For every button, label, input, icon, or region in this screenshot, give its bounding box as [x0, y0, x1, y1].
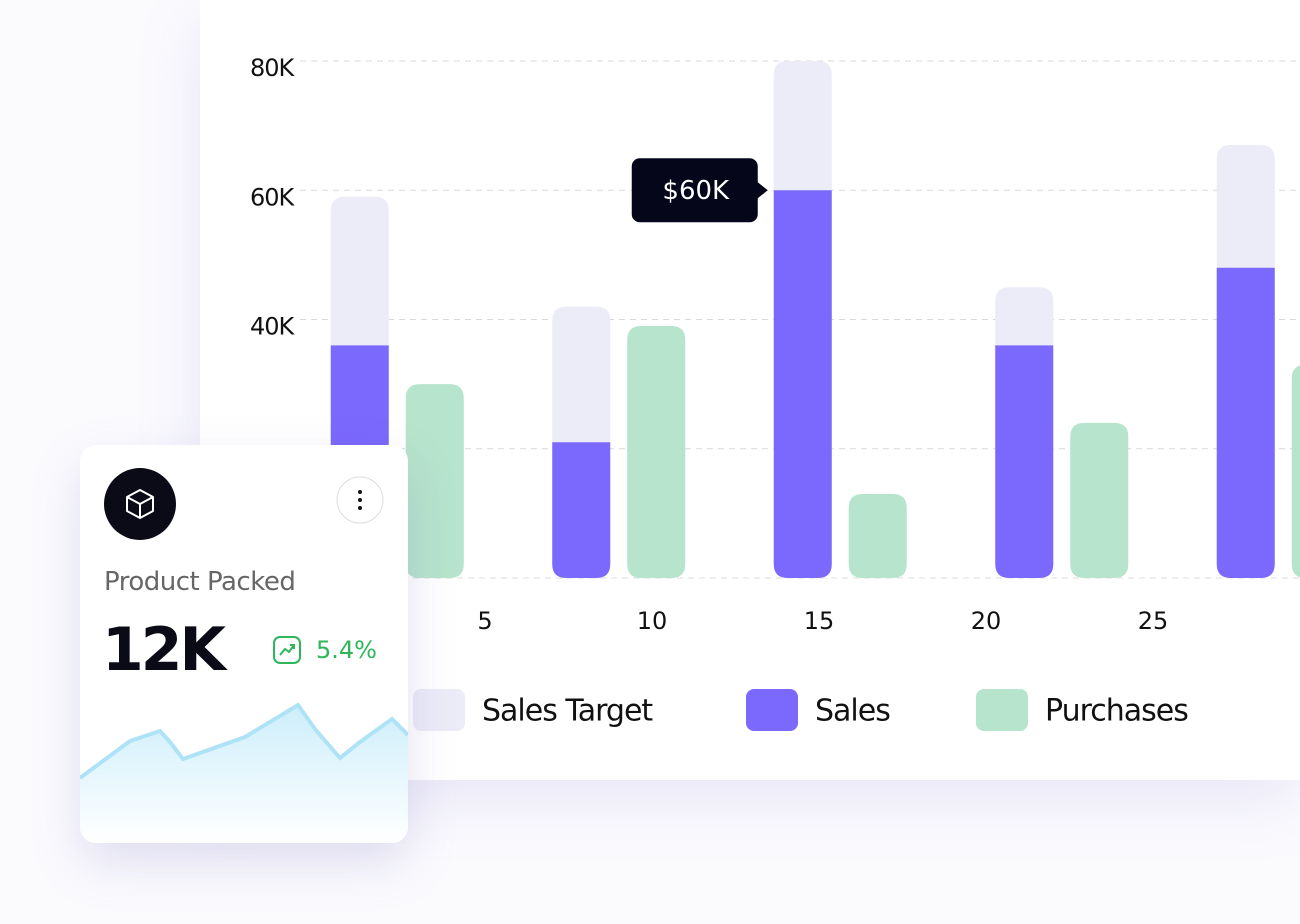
stat-card: Product Packed 12K 5.4% — [80, 445, 408, 843]
legend-label: Purchases — [1045, 694, 1188, 729]
legend-swatch — [976, 689, 1028, 731]
sparkline — [80, 702, 408, 780]
purchases-bar — [848, 493, 907, 578]
x-tick-label: 15 — [804, 607, 835, 635]
tooltip-box — [631, 158, 768, 223]
purchases-bar — [627, 325, 686, 578]
sales-bar — [773, 190, 832, 578]
y-tick-label: 80K — [250, 54, 296, 82]
card-title: Product Packed — [104, 567, 296, 597]
trend-arrow — [279, 644, 295, 656]
card-value: 12K — [102, 615, 226, 685]
legend-label: Sales — [815, 694, 890, 729]
purchases-bar — [1291, 365, 1300, 578]
y-tick-label: 60K — [250, 183, 296, 211]
purchases-bar — [1070, 422, 1129, 578]
legend-swatch — [413, 689, 465, 731]
sales-bar — [552, 442, 611, 578]
x-tick-label: 20 — [971, 607, 1002, 635]
sales-bar — [995, 345, 1054, 578]
purchases-bar — [405, 384, 464, 578]
tooltip-label: $60K — [662, 176, 730, 206]
x-tick-label: 10 — [637, 607, 668, 635]
card-graphics — [80, 468, 408, 843]
x-tick-label: 25 — [1138, 607, 1169, 635]
sales-bar — [1216, 267, 1275, 578]
y-tick-label: 40K — [250, 313, 296, 341]
card-change: 5.4% — [316, 636, 377, 664]
box-icon — [126, 489, 154, 519]
x-tick-label: 5 — [477, 607, 492, 635]
menu-dots — [358, 490, 362, 510]
legend-swatch — [746, 689, 798, 731]
legend-label: Sales Target — [482, 694, 653, 729]
trend-icon — [273, 636, 301, 664]
sparkline-area — [80, 705, 408, 843]
